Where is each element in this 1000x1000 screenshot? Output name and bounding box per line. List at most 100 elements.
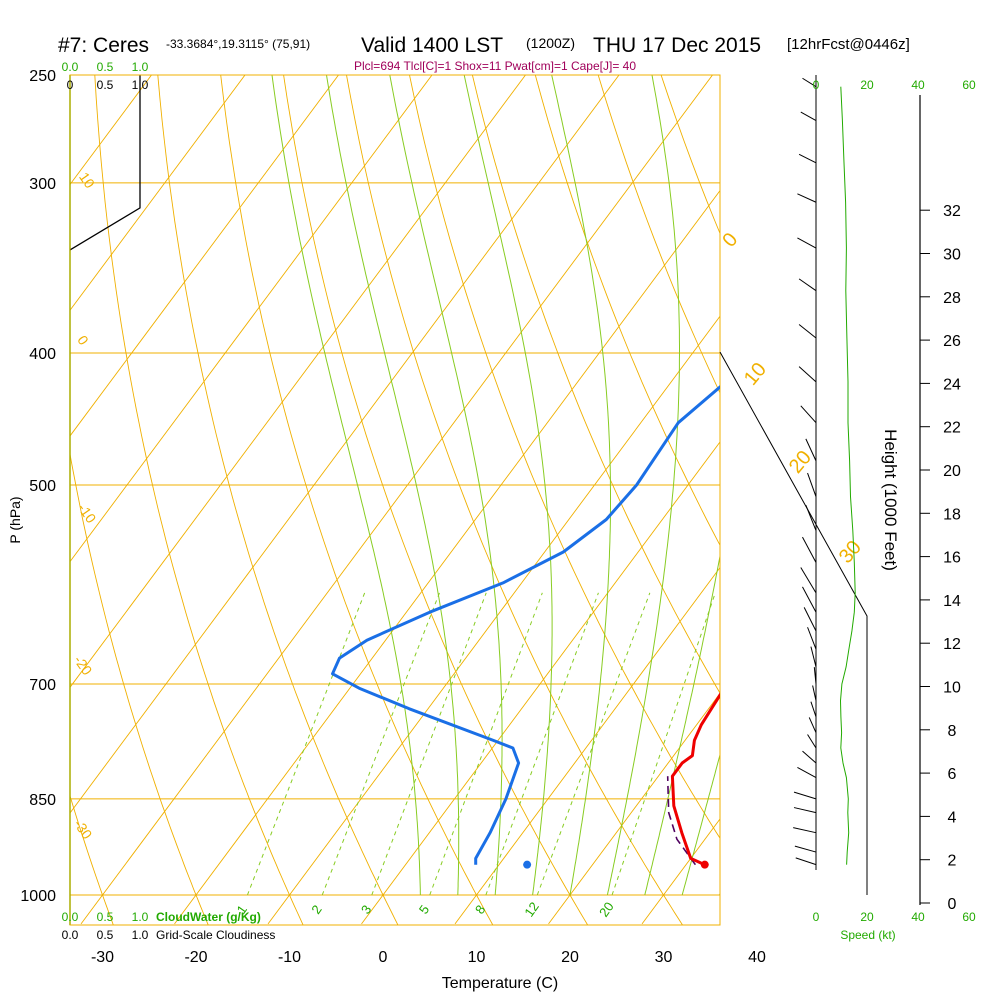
cloudiness-label: Grid-Scale Cloudiness — [156, 928, 275, 942]
height-tick-label: 18 — [943, 506, 961, 523]
wind-barb — [807, 734, 817, 749]
cloudwater-label: CloudWater (g/Kg) — [156, 910, 261, 924]
isotherm-lines — [0, 26, 1000, 925]
mixing-ratio-line — [611, 592, 716, 896]
temperature-axis: -30 -20 -10 0 10 20 30 40 — [91, 949, 766, 966]
isotherm-line — [70, 75, 153, 186]
moist-adiabat-line — [463, 75, 553, 896]
temperature-tick: 0 — [379, 949, 388, 966]
isotherm-label-right: 30 — [835, 537, 866, 568]
cloudwater-tick-top: 0.0 — [62, 60, 79, 74]
speed-tick-bottom: 20 — [860, 910, 874, 924]
mixing-ratio-line — [246, 592, 366, 896]
dry-adiabat-line — [830, 26, 1000, 930]
wind-speed-line — [839, 86, 856, 865]
wind-speed-profile — [839, 86, 856, 865]
isotherm-line — [70, 75, 340, 437]
isotherm-line — [829, 26, 1000, 924]
speed-tick-top: 20 — [860, 78, 874, 92]
height-tick-label: 20 — [943, 463, 961, 480]
dry-adiabat-line — [534, 75, 720, 547]
pressure-tick-1000: 1000 — [20, 888, 56, 905]
pressure-tick-700: 700 — [29, 677, 56, 694]
speed-axis-title: Speed (kt) — [840, 928, 895, 942]
isotherm-line — [267, 315, 720, 925]
isotherm-label-left: -30 — [71, 816, 96, 842]
forecast-info: [12hrFcst@0446z] — [787, 36, 910, 53]
wind-barb — [798, 324, 817, 339]
wind-barb — [802, 750, 817, 764]
moist-adiabat-line — [389, 75, 503, 896]
mixing-ratio-label: 8 — [472, 902, 488, 917]
pressure-tick-300: 300 — [29, 176, 56, 193]
station-coords: -33.3684°,19.3115° (75,91) — [166, 37, 310, 51]
height-tick-label: 24 — [943, 376, 961, 393]
isotherm-line — [80, 75, 714, 925]
wind-barb — [795, 857, 817, 866]
height-tick-label: 16 — [943, 550, 961, 567]
wind-barb — [800, 405, 817, 424]
cloudwater-tick-top: 0.5 — [97, 60, 114, 74]
pressure-tick-400: 400 — [29, 346, 56, 363]
moist-adiabat-line — [551, 75, 611, 896]
pressure-tick-500: 500 — [29, 478, 56, 495]
wind-barb — [807, 627, 817, 650]
height-axis-title: Height (1000 Feet) — [881, 429, 900, 571]
cloudwater-tick-top: 1.0 — [132, 60, 149, 74]
mixing-ratio-label: 12 — [521, 899, 542, 919]
cloudiness-tick-top: 0 — [67, 78, 74, 92]
wind-barb — [797, 237, 817, 249]
height-tick-label: 30 — [943, 247, 961, 264]
stability-indices: Plcl=694 Tlcl[C]=1 Shox=11 Pwat[cm]=1 Ca… — [354, 59, 636, 73]
isotherm-line — [454, 566, 720, 925]
wind-barb — [810, 646, 817, 667]
isotherm-line — [0, 26, 95, 924]
wind-barb — [802, 586, 817, 613]
mixing-ratio-line — [429, 592, 543, 896]
parcel-path-line — [666, 776, 697, 866]
isotherm-label-left: 0 — [74, 332, 92, 348]
dry-adiabat-line — [70, 794, 114, 925]
temperature-tick: -30 — [91, 949, 114, 966]
wind-barb — [808, 717, 817, 733]
wind-barb — [805, 438, 817, 462]
wind-barb — [798, 278, 817, 292]
wind-barb — [802, 77, 817, 88]
isotherm-line — [361, 441, 720, 925]
y-axis-title: P (hPa) — [7, 496, 23, 543]
dry-adiabat-line — [0, 26, 20, 930]
wind-barb — [793, 827, 817, 834]
height-tick-label: 2 — [948, 853, 957, 870]
mixing-ratio-lines: 1 2 3 5 8 12 20 — [234, 592, 716, 920]
wind-panel-boundary — [719, 75, 868, 895]
temperature-tick: -10 — [278, 949, 301, 966]
isotherm-label-right: 10 — [740, 359, 771, 390]
wind-barb — [793, 807, 817, 814]
temperature-tick: 30 — [655, 949, 673, 966]
mixing-ratio-label: 20 — [596, 899, 617, 919]
wind-barb — [798, 153, 817, 164]
isotherm-label-right: 0 — [718, 229, 742, 252]
cloudiness-tick-bottom: 1.0 — [132, 928, 149, 942]
speed-tick-top: 0 — [813, 78, 820, 92]
cloudiness-tick-top: 0.5 — [97, 78, 114, 92]
dry-adiabat-line — [346, 75, 684, 925]
surface-dewpoint-dot — [523, 860, 532, 869]
height-tick-label: 32 — [943, 203, 961, 220]
height-tick-label: 12 — [943, 636, 961, 653]
isotherm-line — [0, 26, 1, 924]
isotherm-line — [70, 75, 620, 814]
wind-barb — [803, 607, 817, 632]
cloudiness-tick-top: 1.0 — [132, 78, 149, 92]
moist-adiabat-line — [606, 75, 680, 896]
mixing-ratio-label: 3 — [358, 902, 374, 917]
wind-barb — [800, 111, 817, 121]
mixing-ratio-label: 5 — [416, 902, 432, 917]
mixing-ratio-line — [371, 592, 487, 896]
dry-adiabat-line — [157, 75, 399, 925]
pressure-axis: 250 300 400 500 700 850 1000 — [20, 68, 56, 905]
height-tick-label: 26 — [943, 333, 961, 350]
